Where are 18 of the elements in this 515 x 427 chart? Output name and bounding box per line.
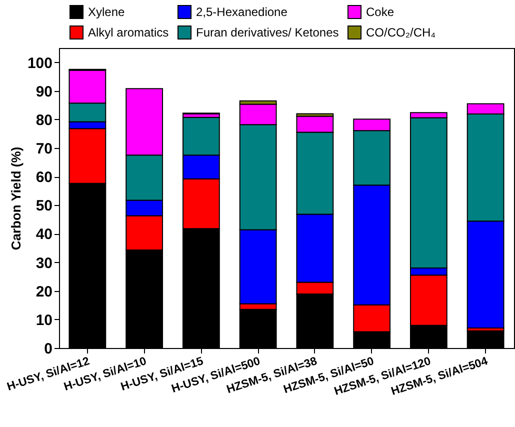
y-tick-label: 90 [36,83,52,100]
legend-label: Xylene [88,4,126,19]
legend-label: CO/CO₂/CH₄ [366,26,436,40]
y-tick-label: 60 [36,169,52,186]
y-tick-label: 50 [36,198,52,215]
y-tick-label: 80 [36,112,52,129]
y-axis-title: Carbon Yield (%) [8,146,24,250]
legend-label: Coke [366,4,394,19]
y-tick-label: 100 [27,54,52,72]
y-tick-label: 0 [44,340,52,358]
y-tick-label: 30 [36,254,52,272]
legend-label: Furan derivatives/ Ketones [196,26,339,40]
legend-label: Alkyl aromatics [88,26,169,40]
y-tick-label: 70 [36,140,52,158]
y-tick-label: 40 [36,226,52,244]
legend-label: 2,5-Hexanedione [196,4,288,19]
y-tick-label: 10 [36,312,52,329]
y-tick-label: 20 [36,283,52,300]
